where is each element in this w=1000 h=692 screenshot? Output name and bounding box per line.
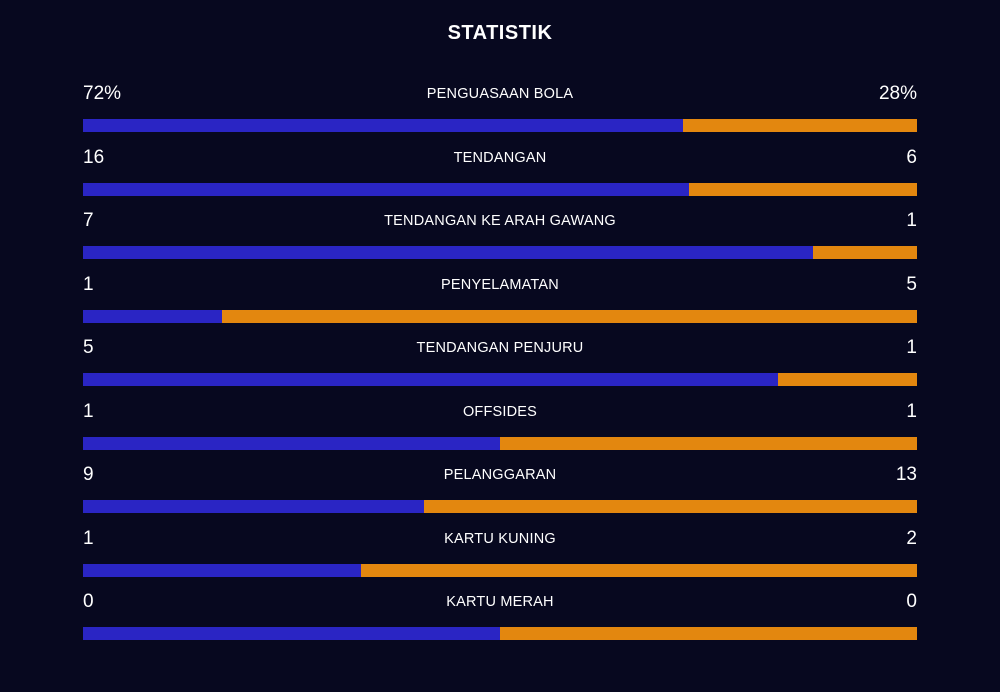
away-value: 5 [906,273,917,295]
comparison-bar [83,309,917,323]
home-bar-segment [83,373,778,386]
away-bar-segment [778,373,917,386]
stat-label: PENYELAMATAN [441,276,559,293]
comparison-bar [83,436,917,450]
home-bar-segment [83,182,689,196]
away-bar-segment [689,182,917,196]
stats-list: 72% PENGUASAAN BOLA 28% 16 TENDANGAN 6 7… [83,80,917,652]
stat-label: PELANGGARAN [443,467,557,483]
stat-label: KARTU MERAH [446,594,554,610]
away-bar-segment [500,627,917,640]
stat-row-header: 1 KARTU KUNING 2 [83,525,917,555]
home-value: 0 [83,591,94,612]
home-value: 72% [83,83,122,104]
away-bar-segment [813,246,917,259]
home-bar-segment [83,436,500,450]
stat-row-header: 1 PENYELAMATAN 5 [83,271,917,301]
comparison-bar [83,563,917,577]
away-bar-segment [683,119,917,132]
stat-row-header: 1 OFFSIDES 1 [83,398,917,428]
stat-row: 0 KARTU MERAH 0 [83,588,917,652]
comparison-bar [83,246,917,259]
away-value: 1 [906,400,917,422]
stat-row: 1 KARTU KUNING 2 [83,525,917,589]
stat-label: PENGUASAAN BOLA [426,86,574,102]
comparison-bar [83,627,917,640]
comparison-bar [83,500,917,513]
stat-row: 16 TENDANGAN 6 [83,144,917,208]
home-bar-segment [83,627,500,640]
stat-row: 5 TENDANGAN PENJURU 1 [83,334,917,398]
home-value: 1 [83,527,94,549]
stat-label: KARTU KUNING [444,530,556,547]
away-value: 0 [906,591,917,612]
stat-label: TENDANGAN [453,149,547,166]
away-bar-segment [424,500,917,513]
away-value: 1 [906,337,917,358]
away-bar-segment [500,436,917,450]
comparison-bar [83,182,917,196]
home-value: 1 [83,273,94,295]
home-bar-segment [83,246,813,259]
stat-row: 9 PELANGGARAN 13 [83,461,917,525]
stat-row-header: 16 TENDANGAN 6 [83,144,917,174]
stat-row-header: 7 TENDANGAN KE ARAH GAWANG 1 [83,207,917,237]
home-bar-segment [83,563,361,577]
away-value: 13 [895,464,917,485]
comparison-bar [83,373,917,386]
stat-label: TENDANGAN PENJURU [416,340,584,356]
home-bar-segment [83,309,222,323]
away-value: 6 [906,146,917,168]
comparison-bar [83,119,917,132]
away-value: 28% [878,83,917,104]
stats-title: STATISTIK [447,22,553,44]
home-value: 7 [83,210,94,231]
stat-row-header: 72% PENGUASAAN BOLA 28% [83,80,917,110]
stat-row: 1 PENYELAMATAN 5 [83,271,917,335]
away-value: 1 [906,210,917,231]
stat-row-header: 5 TENDANGAN PENJURU 1 [83,334,917,364]
away-value: 2 [906,527,917,549]
home-value: 1 [83,400,94,422]
home-value: 9 [83,464,94,485]
home-bar-segment [83,500,424,513]
away-bar-segment [222,309,917,323]
stat-row: 72% PENGUASAAN BOLA 28% [83,80,917,144]
stat-row: 7 TENDANGAN KE ARAH GAWANG 1 [83,207,917,271]
stat-label: TENDANGAN KE ARAH GAWANG [384,213,616,229]
home-value: 16 [83,146,105,168]
home-bar-segment [83,119,683,132]
home-value: 5 [83,337,94,358]
stat-row-header: 0 KARTU MERAH 0 [83,588,917,618]
stat-row-header: 9 PELANGGARAN 13 [83,461,917,491]
stat-label: OFFSIDES [462,403,538,420]
away-bar-segment [361,563,917,577]
stat-row: 1 OFFSIDES 1 [83,398,917,462]
